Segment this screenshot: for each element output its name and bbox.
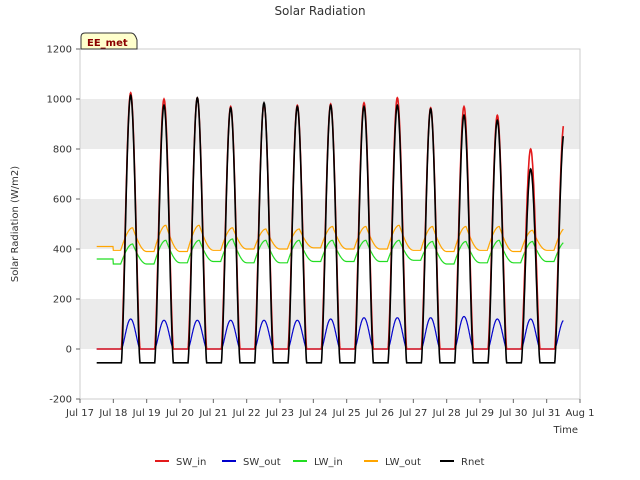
legend-label: LW_out xyxy=(385,457,421,468)
series-line-rnet xyxy=(96,93,565,364)
x-tick-label: Jul 29 xyxy=(465,408,494,419)
y-tick-label: -200 xyxy=(49,395,72,406)
legend-label: SW_in xyxy=(176,457,206,468)
y-tick-label: 400 xyxy=(53,245,72,256)
series-layer xyxy=(96,91,565,364)
x-tick-label: Jul 27 xyxy=(398,408,427,419)
background-band xyxy=(80,199,580,249)
x-tick-label: Jul 26 xyxy=(365,408,394,419)
x-tick-label: Jul 31 xyxy=(532,408,561,419)
ee-met-badge: EE_met xyxy=(80,32,138,50)
y-tick-label: 800 xyxy=(53,145,72,156)
y-tick-label: 1000 xyxy=(47,95,72,106)
y-tick-label: 0 xyxy=(66,345,72,356)
badge-box xyxy=(80,32,138,50)
x-tick-label: Jul 24 xyxy=(298,408,327,419)
legend-label: LW_in xyxy=(314,457,343,468)
legend-label: Rnet xyxy=(461,457,484,468)
x-tick-label: Jul 17 xyxy=(65,408,94,419)
x-tick-label: Aug 1 xyxy=(565,408,594,419)
x-tick-label: Jul 25 xyxy=(332,408,361,419)
x-axis-title: Time xyxy=(553,425,578,436)
y-axis-ticks: -200 0 200 400 600 800 1000 1200 xyxy=(47,45,80,406)
y-tick-label: 1200 xyxy=(47,45,72,56)
x-tick-label: Jul 18 xyxy=(98,408,127,419)
x-tick-label: Jul 21 xyxy=(198,408,227,419)
series-line-lw-in xyxy=(96,238,564,265)
x-tick-label: Jul 20 xyxy=(165,408,194,419)
x-tick-label: Jul 28 xyxy=(432,408,461,419)
x-tick-label: Jul 19 xyxy=(132,408,161,419)
chart-title: Solar Radiation xyxy=(274,4,365,18)
y-tick-label: 200 xyxy=(53,295,72,306)
badge-label: EE_met xyxy=(87,38,128,49)
x-tick-label: Jul 22 xyxy=(232,408,261,419)
y-axis-title: Solar Radiation (W/m2) xyxy=(10,166,21,282)
background-band xyxy=(80,299,580,349)
series-line-lw-out xyxy=(96,224,564,253)
legend: SW_in SW_out LW_in LW_out Rnet xyxy=(155,457,484,468)
x-tick-label: Jul 30 xyxy=(498,408,527,419)
x-axis-ticks: Jul 17 Jul 18 Jul 19 Jul 20 Jul 21 Jul 22 Jul … xyxy=(65,399,595,419)
x-tick-label: Jul 23 xyxy=(265,408,294,419)
legend-label: SW_out xyxy=(243,457,281,468)
y-tick-label: 600 xyxy=(53,195,72,206)
plot-area xyxy=(79,48,581,400)
